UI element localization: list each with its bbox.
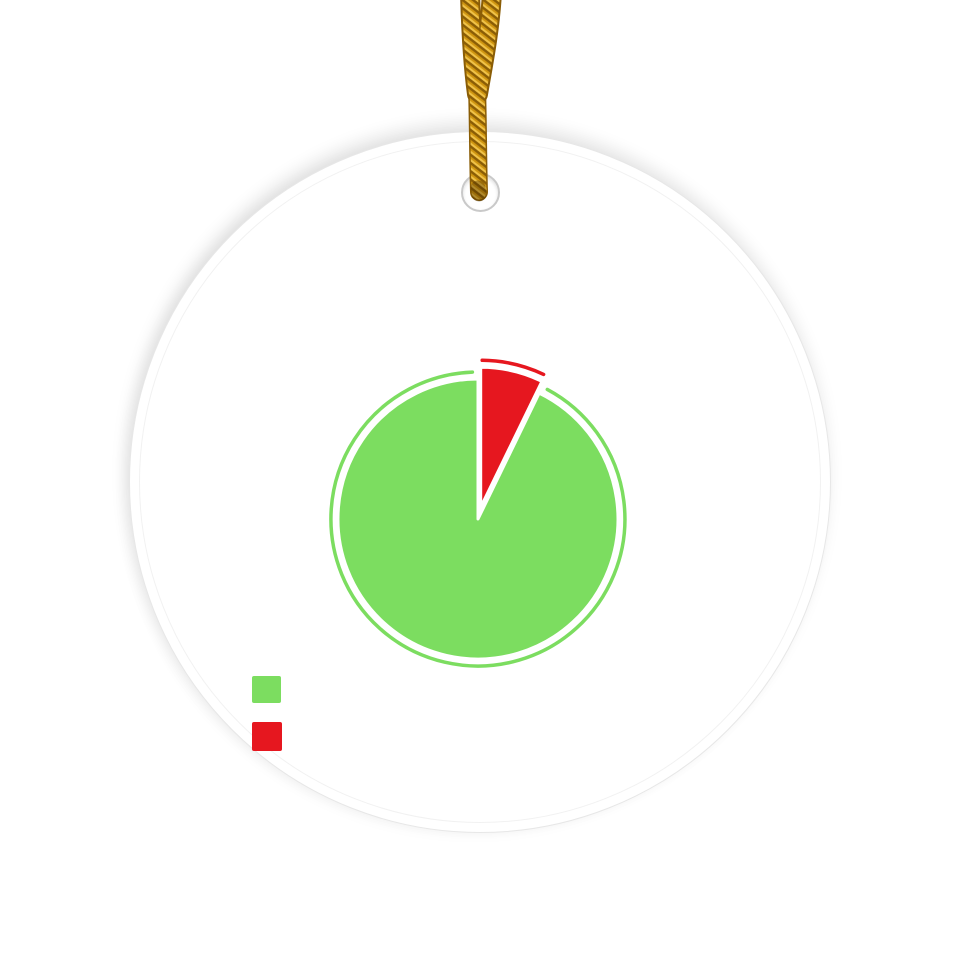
legend-swatch-red xyxy=(252,722,282,751)
ornament-hanging-hole xyxy=(461,173,500,212)
cord-right-strand xyxy=(470,0,500,102)
ornament-bevel-ring xyxy=(139,141,821,823)
legend-swatch-green xyxy=(252,676,281,703)
cord-left-strand xyxy=(462,0,485,102)
cord-right-strand-outline xyxy=(468,0,502,104)
cord-left-strand-outline xyxy=(460,0,487,104)
